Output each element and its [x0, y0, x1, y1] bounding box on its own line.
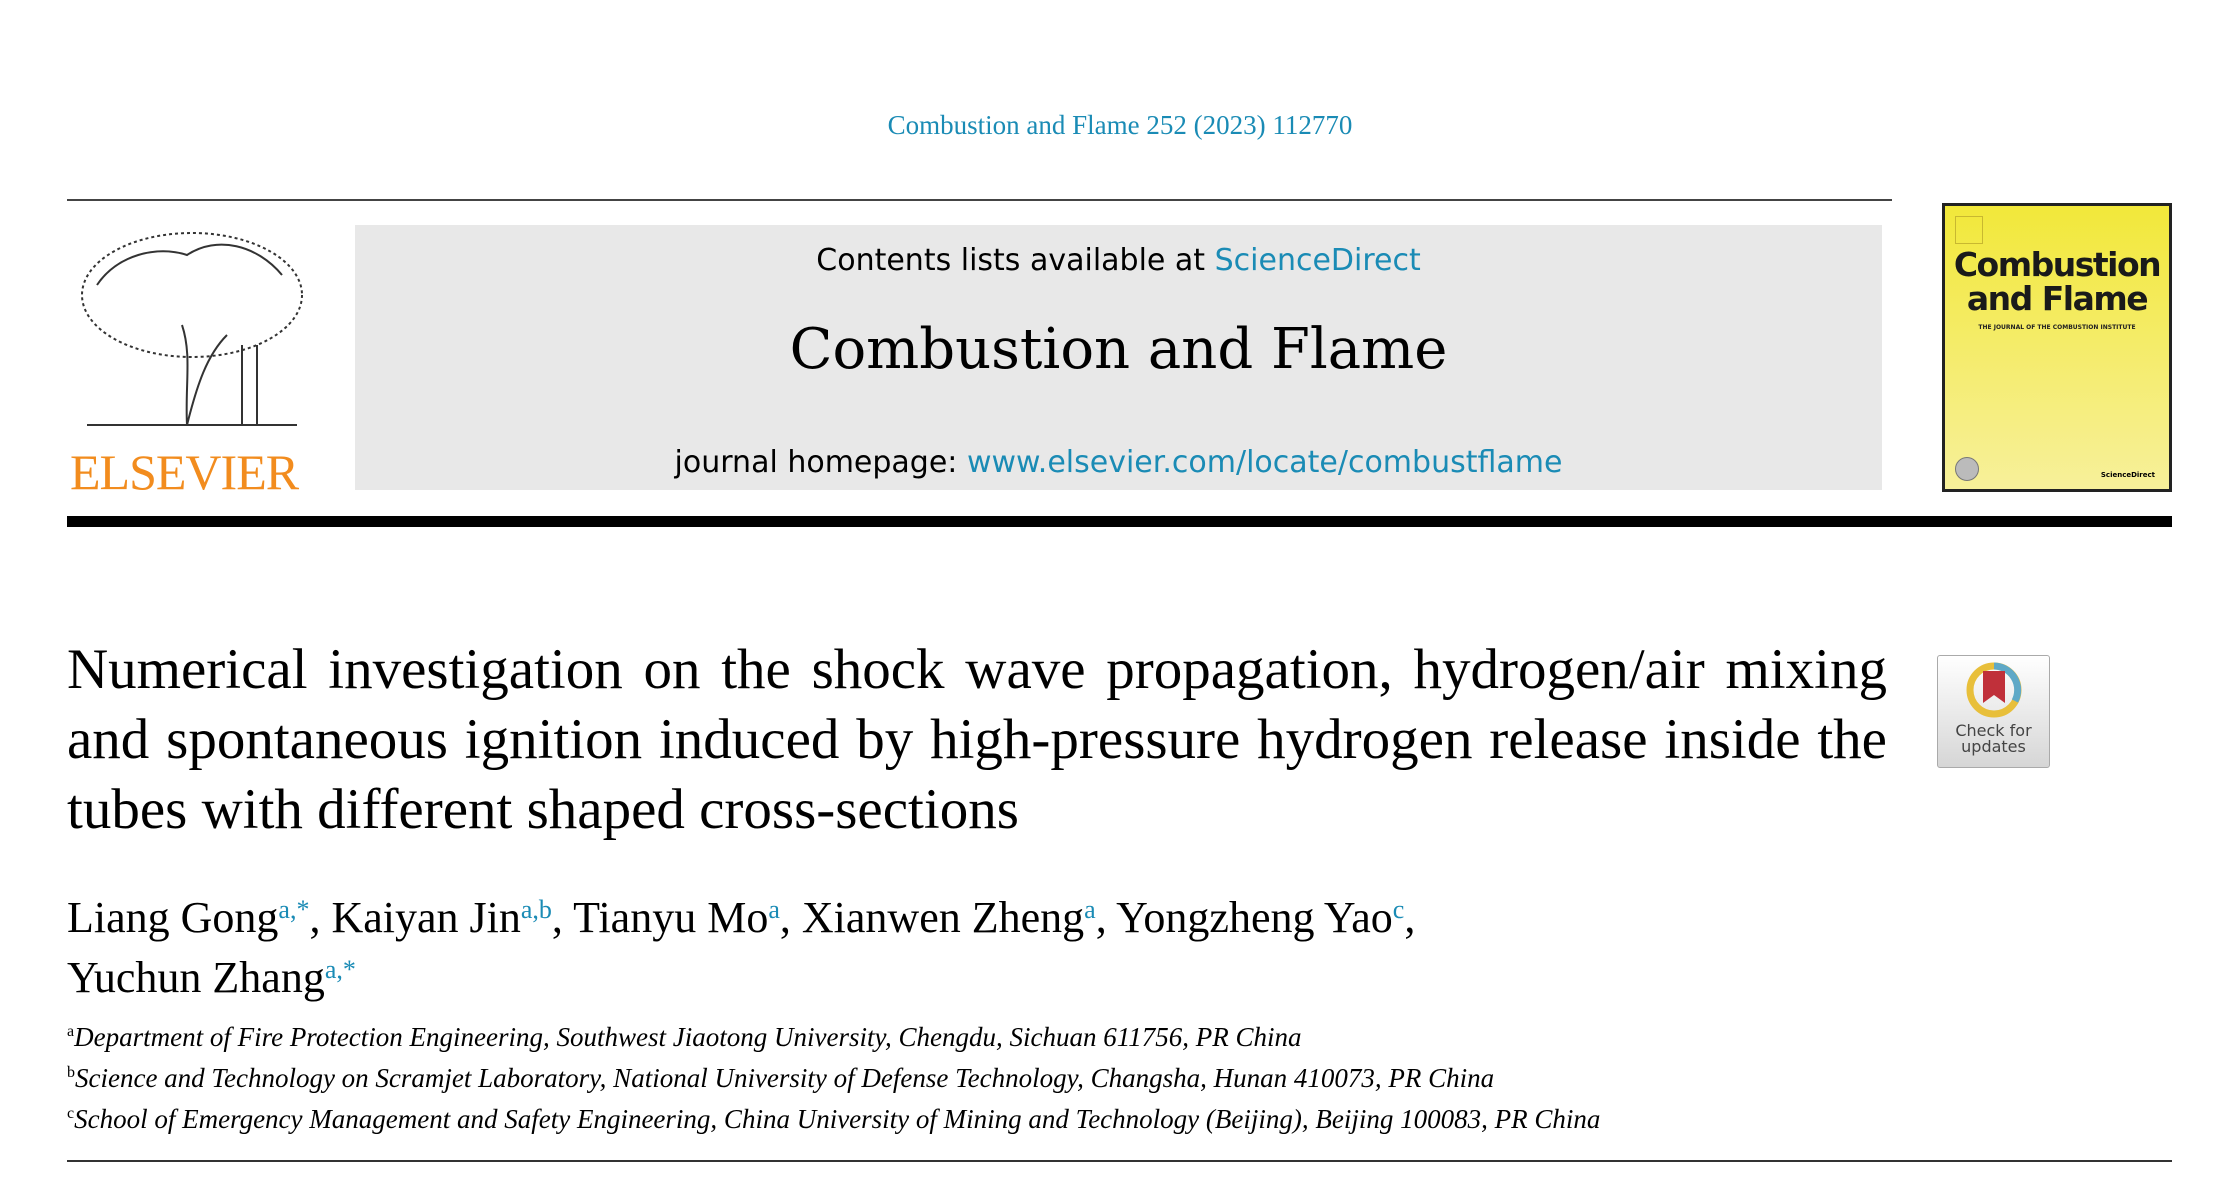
affiliation-text: Science and Technology on Scramjet Labor…	[75, 1063, 1495, 1093]
author-affiliation-marker[interactable]: a	[1084, 895, 1096, 924]
author[interactable]: Liang Gonga,*	[67, 893, 309, 942]
separator: ,	[1404, 893, 1416, 942]
author-name[interactable]: Xianwen Zheng	[801, 893, 1085, 942]
author-affiliation-marker[interactable]: c	[1392, 895, 1405, 924]
author[interactable]: Yongzheng Yaoc	[1116, 893, 1404, 942]
affiliation-text: School of Emergency Management and Safet…	[74, 1104, 1601, 1134]
elsevier-logo-text: ELSEVIER	[70, 444, 299, 500]
divider	[67, 199, 1892, 201]
separator: ,	[309, 893, 332, 942]
affiliation-key: b	[67, 1064, 75, 1081]
affiliations: aDepartment of Fire Protection Engineeri…	[67, 1014, 1600, 1137]
sciencedirect-link[interactable]: ScienceDirect	[1214, 243, 1421, 278]
cover-seal-icon	[1955, 457, 1979, 481]
author-name[interactable]: Yuchun Zhang	[67, 953, 325, 1002]
author-name[interactable]: Yongzheng Yao	[1116, 893, 1393, 942]
separator: ,	[779, 893, 802, 942]
author[interactable]: Kaiyan Jina,b	[331, 893, 551, 942]
author-affiliation-marker[interactable]: a	[768, 895, 780, 924]
contents-prefix: Contents lists available at	[816, 243, 1215, 278]
homepage-link[interactable]: www.elsevier.com/locate/combustflame	[966, 445, 1563, 480]
separator: ,	[551, 893, 574, 942]
affiliation-key: c	[67, 1105, 75, 1122]
journal-cover[interactable]: Combustion and Flame THE JOURNAL OF THE …	[1942, 203, 2172, 492]
author-name[interactable]: Tianyu Mo	[573, 893, 769, 942]
cover-elsevier-icon	[1955, 216, 1983, 244]
author[interactable]: Xianwen Zhenga	[802, 893, 1096, 942]
divider	[67, 1160, 2172, 1162]
homepage-line: journal homepage: www.elsevier.com/locat…	[355, 445, 1882, 480]
author-list: Liang Gonga,*, Kaiyan Jina,b, Tianyu Moa…	[67, 884, 1887, 1004]
author-affiliation-marker[interactable]: a,b	[520, 895, 552, 924]
check-for-updates-label: Check for updates	[1955, 721, 2032, 756]
crossmark-icon	[1966, 662, 2022, 718]
header-bar	[67, 516, 2172, 527]
cover-title: Combustion and Flame	[1953, 245, 2162, 318]
author[interactable]: Yuchun Zhanga,*	[67, 953, 356, 1002]
author-name[interactable]: Liang Gong	[67, 893, 279, 942]
cover-subtitle: THE JOURNAL OF THE COMBUSTION INSTITUTE	[1978, 324, 2136, 331]
author-name[interactable]: Kaiyan Jin	[331, 893, 521, 942]
homepage-prefix: journal homepage:	[674, 445, 967, 480]
affiliation-text: Department of Fire Protection Engineerin…	[74, 1022, 1302, 1052]
journal-title: Combustion and Flame	[789, 317, 1448, 382]
article-title: Numerical investigation on the shock wav…	[67, 638, 1887, 841]
author[interactable]: Tianyu Moa	[573, 893, 780, 942]
cover-footer: ScienceDirect	[2100, 471, 2155, 479]
elsevier-tree-logo	[67, 225, 312, 495]
journal-reference[interactable]: Combustion and Flame 252 (2023) 112770	[887, 110, 1353, 140]
separator: ,	[1095, 893, 1117, 942]
journal-header: Contents lists available at ScienceDirec…	[355, 225, 1882, 490]
affiliation-key: a	[67, 1023, 75, 1040]
affiliation: aDepartment of Fire Protection Engineeri…	[67, 1014, 1600, 1055]
author-affiliation-marker[interactable]: a,*	[278, 895, 310, 924]
check-for-updates-button[interactable]: Check for updates	[1937, 655, 2050, 768]
author-affiliation-marker[interactable]: a,*	[324, 955, 356, 984]
affiliation: bScience and Technology on Scramjet Labo…	[67, 1055, 1600, 1096]
contents-line: Contents lists available at ScienceDirec…	[355, 243, 1882, 278]
affiliation: cSchool of Emergency Management and Safe…	[67, 1096, 1600, 1137]
